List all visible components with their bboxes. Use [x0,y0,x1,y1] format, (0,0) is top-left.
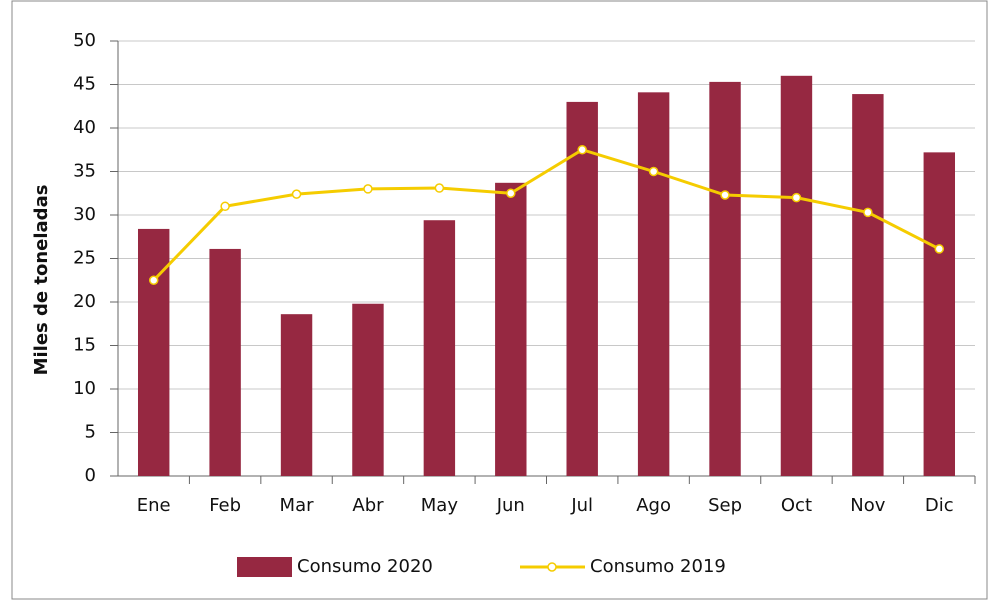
y-tick-label: 10 [73,378,96,399]
y-tick-label: 45 [73,74,96,95]
line-marker [863,207,873,218]
bar [495,182,527,476]
x-tick-label: Abr [352,495,384,516]
x-tick-label: Jul [570,495,593,516]
x-tick-label: Jun [496,495,525,516]
line-marker [363,184,373,194]
y-tick-label: 25 [73,248,96,269]
bar [852,94,884,476]
line-marker [506,188,516,198]
y-tick-label: 35 [73,161,96,182]
bar [923,152,956,477]
legend-marker [547,562,557,572]
bar [709,81,741,476]
bar [780,75,813,477]
x-tick-label: Ene [137,495,171,516]
bar [209,248,241,476]
y-tick-label: 0 [85,465,96,486]
y-tick-label: 15 [73,335,96,356]
line-marker [934,244,945,254]
line-marker [648,166,659,177]
bar [423,220,456,476]
y-axis-label: Miles de toneladas [31,185,52,376]
x-tick-label: Ago [636,495,671,516]
x-tick-label: May [421,495,459,516]
x-tick-label: Mar [280,495,315,516]
x-tick-label: Oct [781,495,812,516]
line-marker [220,201,230,212]
bar [280,314,313,476]
y-tick-label: 20 [73,291,96,312]
line-marker [434,183,445,193]
x-tick-label: Feb [209,495,241,516]
legend-label: Consumo 2020 [297,556,433,577]
legend-swatch [237,557,292,577]
line-marker [291,189,302,199]
bar [566,101,598,477]
y-tick-label: 40 [73,117,96,138]
legend-label: Consumo 2019 [590,556,726,577]
y-tick-label: 30 [73,204,96,225]
x-tick-label: Sep [708,495,742,516]
line [152,148,940,282]
line-marker [577,145,587,155]
bar [637,92,670,476]
bar [352,303,384,476]
y-tick-label: 5 [85,422,96,443]
y-tick-label: 50 [73,30,96,51]
bar [137,228,170,476]
line-marker [720,190,730,200]
line-marker [791,192,802,203]
line-marker [148,275,159,285]
x-tick-label: Nov [850,495,885,516]
x-tick-label: Dic [925,495,954,516]
